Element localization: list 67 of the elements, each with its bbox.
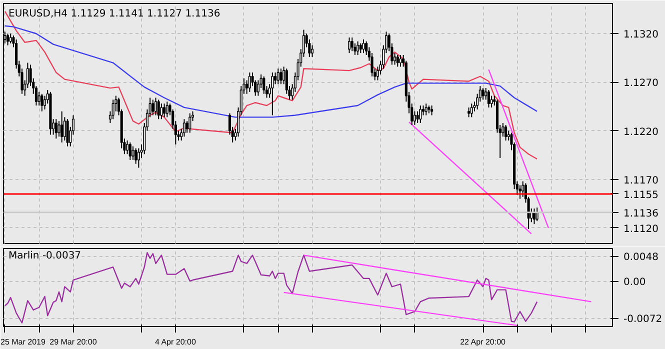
x-tick-label: 22 Apr 20:00	[460, 338, 506, 346]
line-series	[4, 25, 538, 118]
candlestick	[188, 112, 192, 134]
y-tick-label: 1.1220	[624, 126, 658, 138]
y-tick-label: 1.1270	[624, 78, 658, 90]
y-tick-label: 1.1170	[624, 175, 658, 186]
candlestick	[416, 110, 419, 124]
candlestick	[128, 142, 132, 160]
candlestick	[182, 118, 186, 138]
candlestick	[482, 88, 484, 100]
candlestick	[262, 76, 266, 94]
candlestick	[350, 37, 354, 52]
candlestick	[166, 101, 168, 118]
y-tick-label: 1.1120	[624, 224, 658, 235]
chart-title: Marlin -0.0037	[8, 250, 82, 262]
line-series	[4, 252, 538, 324]
candlestick	[160, 103, 163, 120]
ref-line-label: 1.1155	[624, 190, 658, 201]
candlestick	[112, 99, 114, 120]
candlestick	[430, 105, 434, 116]
y-tick-label: 1.1320	[624, 30, 658, 41]
candlestick	[399, 54, 402, 68]
candlestick	[470, 103, 473, 118]
candlestick	[186, 120, 188, 134]
candlestick	[468, 106, 470, 118]
candlestick	[490, 95, 493, 108]
line-series	[4, 10, 538, 160]
candlestick	[163, 103, 166, 118]
candlestick	[419, 105, 422, 124]
candlestick	[504, 124, 508, 142]
candlestick	[518, 184, 522, 200]
candlestick	[157, 99, 160, 120]
candlestick	[66, 118, 69, 147]
y-tick-label: 0.00	[624, 277, 646, 288]
candlestick	[280, 68, 282, 85]
candlestick	[132, 146, 134, 160]
candlestick	[54, 118, 58, 140]
candlestick	[271, 72, 274, 116]
candlestick	[310, 44, 314, 58]
candlestick	[40, 93, 44, 112]
candlestick	[248, 72, 251, 92]
candlestick	[9, 33, 12, 44]
candlestick	[396, 54, 399, 68]
y-tick-label: 0.0048	[624, 252, 658, 264]
candlestick	[356, 40, 360, 56]
candlestick	[58, 120, 60, 138]
candlestick	[274, 72, 277, 85]
candlestick	[362, 38, 365, 54]
candlestick	[152, 99, 154, 116]
candlestick	[422, 105, 425, 116]
candlestick	[359, 42, 362, 54]
ref-line-label: 1.1136	[624, 208, 658, 220]
candlestick	[6, 33, 10, 46]
candlestick	[137, 148, 140, 168]
candlestick	[424, 103, 428, 116]
y-tick-label: -0.0072	[624, 314, 662, 326]
candlestick	[487, 89, 490, 108]
candlestick	[276, 68, 280, 85]
candlestick	[348, 37, 351, 54]
x-tick-label: 4 Apr 20:00	[154, 338, 196, 346]
candlestick	[134, 148, 138, 164]
candlestick	[38, 91, 40, 106]
text: EURUSD,H4 1.1129 1.1141 1.1127 1.1136	[8, 8, 220, 20]
x-tick-label: 25 Mar 2019	[0, 338, 46, 346]
x-tick-label: 29 Mar 20:00	[50, 338, 98, 346]
candlestick	[60, 110, 64, 143]
candlestick	[154, 97, 158, 116]
